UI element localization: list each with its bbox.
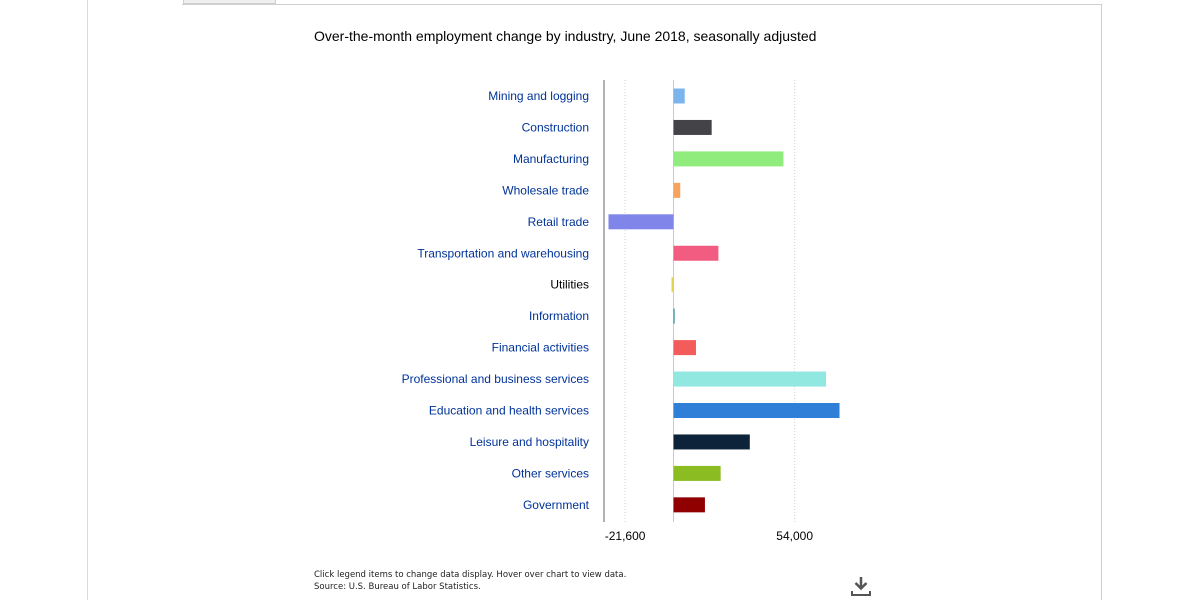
bar-education-and-health-services[interactable] (673, 403, 840, 418)
category-label[interactable]: Other services (512, 466, 589, 480)
bar-mining-and-logging[interactable] (673, 88, 685, 104)
category-label[interactable]: Government (523, 498, 590, 512)
chart-title: Over-the-month employment change by indu… (314, 28, 817, 44)
bar-manufacturing[interactable] (673, 151, 784, 167)
download-icon[interactable] (849, 574, 873, 598)
category-label[interactable]: Information (529, 309, 589, 323)
chart-frame (182, 4, 1102, 600)
category-label[interactable]: Transportation and warehousing (417, 246, 589, 260)
category-label[interactable]: Professional and business services (402, 372, 589, 386)
bar-professional-and-business-services[interactable] (673, 371, 827, 387)
category-label[interactable]: Wholesale trade (502, 183, 589, 197)
bar-information[interactable] (673, 308, 675, 324)
category-label[interactable]: Financial activities (492, 341, 589, 355)
x-tick-label: 54,000 (776, 529, 813, 543)
bar-retail-trade[interactable] (608, 214, 674, 230)
page-divider (87, 0, 88, 600)
bar-construction[interactable] (673, 119, 712, 135)
bar-wholesale-trade[interactable] (673, 182, 681, 198)
chart-instructions: Click legend items to change data displa… (314, 570, 627, 580)
category-label[interactable]: Mining and logging (488, 89, 589, 103)
category-label[interactable]: Education and health services (429, 404, 589, 418)
category-label[interactable]: Utilities (550, 278, 589, 292)
bar-utilities[interactable] (671, 277, 674, 293)
bar-leisure-and-hospitality[interactable] (673, 434, 750, 450)
category-label[interactable]: Construction (522, 120, 589, 134)
bar-government[interactable] (673, 497, 705, 513)
category-label[interactable]: Retail trade (528, 215, 590, 229)
x-tick-label: -21,600 (605, 529, 646, 543)
chart-source: Source: U.S. Bureau of Labor Statistics. (314, 582, 481, 592)
category-label[interactable]: Leisure and hospitality (470, 435, 589, 449)
bar-other-services[interactable] (673, 465, 721, 481)
bar-financial-activities[interactable] (673, 340, 696, 356)
tab-stub[interactable] (183, 0, 276, 4)
bar-transportation-and-warehousing[interactable] (673, 245, 719, 261)
category-label[interactable]: Manufacturing (513, 152, 589, 166)
